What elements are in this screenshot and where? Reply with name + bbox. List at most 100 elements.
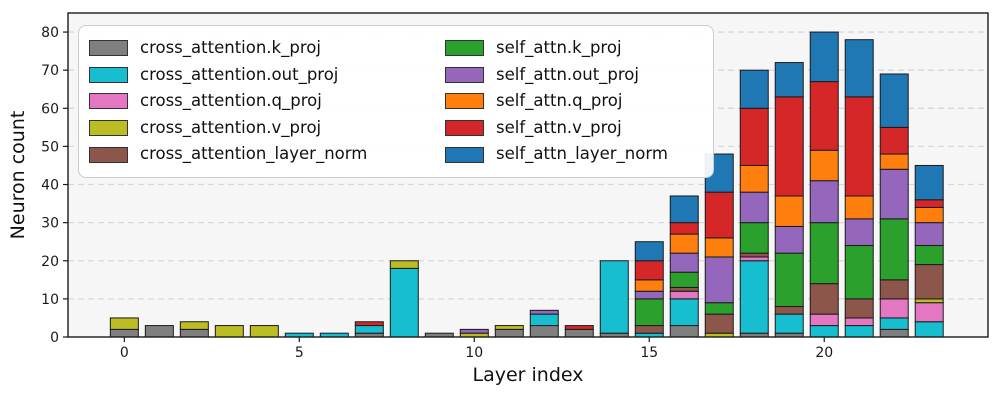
y-tick-label: 30	[41, 216, 59, 232]
bar-segment-self_attn.v_proj	[564, 325, 594, 330]
legend-swatch-icon	[445, 146, 484, 163]
bar-segment-self_attn_layer_norm	[879, 73, 909, 128]
bar-segment-self_attn.out_proj	[914, 222, 944, 247]
legend-label: cross_attention.v_proj	[140, 117, 322, 137]
legend-swatch-icon	[445, 40, 484, 57]
bar-segment-cross_attention.v_proj	[214, 325, 244, 338]
bar-segment-self_attn.out_proj	[529, 309, 559, 315]
legend-label: cross_attention_layer_norm	[140, 144, 368, 164]
legend-item: cross_attention.v_proj	[89, 115, 439, 142]
bar-segment-cross_attention_layer_norm	[634, 325, 664, 334]
bar-segment-self_attn.v_proj	[844, 96, 874, 197]
bar-segment-self_attn.q_proj	[879, 153, 909, 170]
legend-item: self_attn.q_proj	[445, 88, 701, 115]
bar-segment-self_attn.out_proj	[634, 290, 664, 300]
bar-segment-cross_attention.q_proj	[844, 317, 874, 327]
legend-item: cross_attention_layer_norm	[89, 141, 439, 168]
bar-segment-cross_attention.k_proj	[179, 328, 209, 338]
bar-segment-self_attn.out_proj	[459, 328, 489, 334]
bar-segment-self_attn.k_proj	[879, 218, 909, 281]
legend-item: cross_attention.k_proj	[89, 35, 439, 62]
legend-swatch-icon	[89, 146, 128, 163]
bar-segment-cross_attention_layer_norm	[809, 283, 839, 315]
legend-swatch-icon	[89, 93, 128, 110]
bar-segment-cross_attention.k_proj	[879, 328, 909, 338]
bar-segment-self_attn.v_proj	[809, 81, 839, 151]
tick-marks	[63, 31, 825, 342]
x-tick-label: 5	[295, 345, 304, 361]
bar-segment-cross_attention.q_proj	[914, 302, 944, 323]
bar-segment-self_attn_layer_norm	[774, 62, 804, 98]
bar-segment-cross_attention.q_proj	[809, 313, 839, 327]
y-tick-label: 80	[41, 25, 59, 41]
bar-segment-cross_attention.q_proj	[669, 290, 699, 300]
bar-segment-cross_attention.v_proj	[494, 325, 524, 330]
bar-segment-self_attn_layer_norm	[844, 39, 874, 98]
x-tick-label: 10	[465, 345, 483, 361]
legend-label: self_attn.q_proj	[496, 91, 623, 111]
legend-item: self_attn_layer_norm	[445, 141, 701, 168]
y-tick-label: 70	[41, 63, 59, 79]
bar-segment-self_attn.out_proj	[774, 225, 804, 254]
y-tick-label: 50	[41, 139, 59, 155]
bar-segment-cross_attention.out_proj	[669, 298, 699, 327]
bar-segment-self_attn.q_proj	[914, 206, 944, 224]
bar-segment-cross_attention_layer_norm	[914, 264, 944, 300]
bar-segment-self_attn.q_proj	[634, 279, 664, 292]
bar-segment-self_attn.out_proj	[739, 191, 769, 224]
y-tick-label: 60	[41, 101, 59, 117]
bar-segment-cross_attention.k_proj	[529, 325, 559, 338]
x-tick-label: 0	[120, 345, 129, 361]
bar-segment-self_attn.v_proj	[704, 191, 734, 239]
bar-segment-self_attn.out_proj	[879, 168, 909, 220]
bar-segment-cross_attention.out_proj	[844, 325, 874, 338]
bar-segment-self_attn.v_proj	[669, 222, 699, 235]
bar-segment-self_attn_layer_norm	[669, 195, 699, 224]
bar-segment-self_attn.v_proj	[879, 126, 909, 155]
y-tick-label: 40	[41, 178, 59, 194]
bar-segment-self_attn_layer_norm	[914, 164, 944, 201]
bar-segment-self_attn.v_proj	[914, 199, 944, 208]
bar-segment-self_attn.q_proj	[844, 195, 874, 220]
bar-segment-self_attn.q_proj	[809, 149, 839, 182]
bar-segment-cross_attention.v_proj	[179, 321, 209, 330]
bar-segment-cross_attention.out_proj	[914, 321, 944, 338]
bar-segment-cross_attention.v_proj	[249, 325, 279, 338]
bar-segment-cross_attention.k_proj	[144, 325, 174, 338]
bar-segment-self_attn.k_proj	[774, 252, 804, 308]
bar-segment-cross_attention.v_proj	[389, 260, 419, 269]
bar-segment-cross_attention.out_proj	[599, 260, 629, 334]
bar-segment-self_attn.v_proj	[774, 96, 804, 197]
legend: cross_attention.k_proj cross_attention.ou…	[78, 25, 714, 178]
bar-segment-cross_attention_layer_norm	[739, 252, 769, 258]
bar-segment-self_attn.out_proj	[669, 252, 699, 273]
bar-segment-self_attn.q_proj	[739, 164, 769, 193]
bar-segment-self_attn.k_proj	[739, 222, 769, 254]
y-tick-label: 10	[41, 292, 59, 308]
axes-spines	[67, 12, 989, 338]
bar-segment-self_attn.k_proj	[809, 222, 839, 285]
bar-segment-self_attn.k_proj	[844, 245, 874, 300]
legend-swatch-icon	[89, 120, 128, 137]
bar-segment-cross_attention.v_proj	[109, 317, 139, 330]
legend-item: cross_attention.out_proj	[89, 62, 439, 89]
legend-swatch-icon	[89, 66, 128, 83]
x-tick-label: 20	[815, 345, 833, 361]
y-tick-label: 0	[50, 330, 59, 346]
bar-segment-cross_attention.v_proj	[914, 298, 944, 304]
bar-segment-self_attn.k_proj	[669, 271, 699, 288]
y-tick-label: 20	[41, 254, 59, 270]
bar-segment-cross_attention_layer_norm	[774, 306, 804, 315]
legend-label: self_attn.k_proj	[496, 38, 622, 58]
legend-item: cross_attention.q_proj	[89, 88, 439, 115]
bar-segment-self_attn.q_proj	[774, 195, 804, 227]
legend-label: cross_attention.out_proj	[140, 64, 339, 84]
bar-segment-self_attn.out_proj	[809, 180, 839, 224]
bar-segment-self_attn.q_proj	[669, 233, 699, 254]
bar-segment-cross_attention_layer_norm	[844, 298, 874, 319]
bar-segment-self_attn.k_proj	[704, 302, 734, 315]
legend-swatch-icon	[445, 93, 484, 110]
bar-segment-cross_attention_layer_norm	[879, 279, 909, 300]
bar-segment-cross_attention.k_proj	[494, 328, 524, 338]
